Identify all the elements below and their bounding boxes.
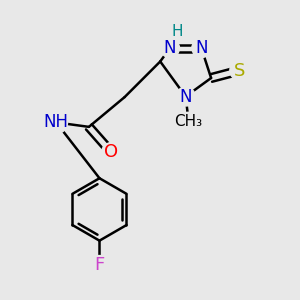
- Circle shape: [192, 39, 211, 58]
- Circle shape: [90, 256, 109, 274]
- Text: O: O: [104, 143, 118, 161]
- Text: S: S: [234, 61, 245, 80]
- Circle shape: [230, 61, 249, 80]
- Text: NH: NH: [44, 113, 69, 131]
- Circle shape: [168, 22, 187, 41]
- Text: N: N: [195, 39, 208, 57]
- Text: CH₃: CH₃: [175, 114, 203, 129]
- Circle shape: [160, 39, 179, 58]
- Circle shape: [45, 111, 68, 134]
- Circle shape: [179, 112, 198, 131]
- Circle shape: [102, 142, 121, 162]
- Text: F: F: [94, 256, 105, 274]
- Text: N: N: [164, 39, 176, 57]
- Text: H: H: [172, 24, 183, 39]
- Text: N: N: [179, 88, 192, 106]
- Circle shape: [176, 87, 195, 106]
